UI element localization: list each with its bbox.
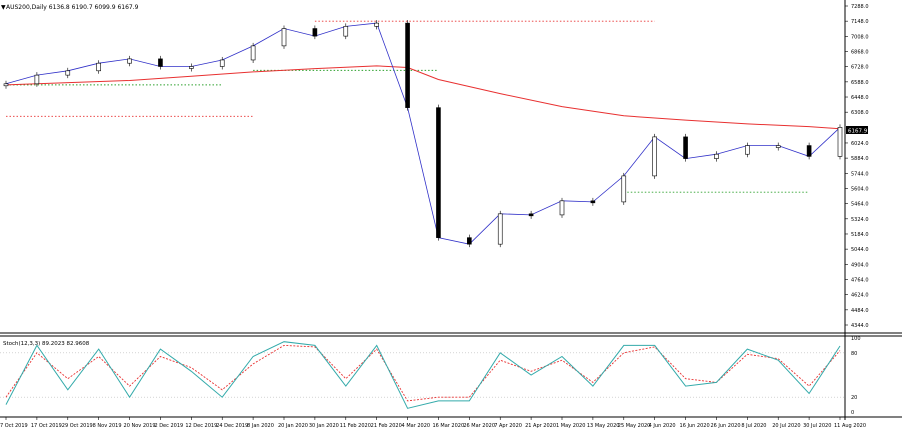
candles <box>3 20 843 248</box>
candle-body <box>374 22 379 27</box>
time-tick-label: 17 Oct 2019 <box>31 423 62 429</box>
candle-body <box>219 59 225 67</box>
candle-body <box>189 66 194 69</box>
time-tick-label: 30 Jan 2020 <box>309 423 339 429</box>
time-tick-label: 7 Oct 2019 <box>0 423 28 429</box>
candle-body <box>652 136 657 177</box>
price-tick-label: 5044.0 <box>851 247 869 253</box>
time-tick-label: 4 Mar 2020 <box>402 423 431 429</box>
price-tick-label: 4904.0 <box>851 262 869 268</box>
price-tick-label: 4484.0 <box>851 308 869 314</box>
price-tick-label: 6588.0 <box>851 80 869 86</box>
price-tick-label: 6728.0 <box>851 65 869 71</box>
time-tick-label: 20 Nov 2019 <box>124 423 156 429</box>
candle-body <box>467 237 472 245</box>
stoch-tick-label: 80 <box>851 351 857 357</box>
candle-body <box>806 145 812 157</box>
time-tick-label: 2 Dec 2019 <box>154 423 183 429</box>
price-tick-label: 6024.0 <box>851 141 869 147</box>
main-chart-title: AUS200,Daily 6136.8 6190.7 6099.9 6167.9 <box>6 4 139 11</box>
time-tick-label: 26 Mar 2020 <box>463 423 495 429</box>
stochastic-pane: 100 80 20 0 <box>0 336 861 416</box>
stoch-main-line <box>5 341 841 409</box>
price-tick-label: 7288.0 <box>851 4 869 10</box>
price-tick-label: 7148.0 <box>851 19 869 25</box>
time-tick-label: 8 Jan 2020 <box>247 423 274 429</box>
candle-body <box>590 200 596 204</box>
time-tick-label: 29 Oct 2019 <box>62 423 93 429</box>
candle-body <box>281 28 287 47</box>
candle-body <box>497 213 503 245</box>
moving-averages <box>5 22 841 245</box>
candle-body <box>837 127 843 157</box>
candle-body <box>158 58 163 67</box>
candle-body <box>250 45 256 61</box>
price-tick-label: 5604.0 <box>851 186 869 192</box>
candle-body <box>621 175 627 203</box>
slow-moving-average-line <box>5 65 841 130</box>
candle-body <box>127 58 132 64</box>
candle-body <box>745 145 750 155</box>
time-tick-label: 11 Aug 2020 <box>834 423 866 429</box>
candle-body <box>405 22 410 108</box>
price-tick-label: 7008.0 <box>851 34 869 40</box>
price-axis: 7288.0 7148.0 7008.0 6868.0 6728.0 6588.0 6448… <box>845 4 869 329</box>
price-tick-label: 5884.0 <box>851 156 869 162</box>
time-tick-label: 21 Apr 2020 <box>525 423 556 429</box>
current-price-tag <box>846 126 868 134</box>
time-tick-label: 24 Dec 2019 <box>216 423 248 429</box>
candle-body <box>683 136 688 159</box>
price-tick-label: 5464.0 <box>851 202 869 208</box>
time-tick-label: 16 Jun 2020 <box>680 423 710 429</box>
price-tick-label: 4624.0 <box>851 293 869 299</box>
time-axis: 7 Oct 2019 17 Oct 2019 29 Oct 2019 8 Nov 20… <box>0 417 866 429</box>
stoch-tick-label: 0 <box>851 410 854 416</box>
price-tick-label: 4344.0 <box>851 323 869 329</box>
stoch-title: Stoch(12,3,3) 89.2023 82.9608 <box>3 341 90 347</box>
price-tick-label: 6308.0 <box>851 110 869 116</box>
candle-body <box>3 83 9 87</box>
time-tick-label: 12 Dec 2019 <box>185 423 217 429</box>
candle-body <box>343 26 349 37</box>
price-tick-label: 5184.0 <box>851 232 869 238</box>
price-tick-label: 6448.0 <box>851 95 869 101</box>
candle-body <box>559 200 565 216</box>
time-tick-label: 11 Feb 2020 <box>340 423 371 429</box>
price-tick-label: 5324.0 <box>851 217 869 223</box>
stoch-tick-label: 100 <box>851 336 861 342</box>
fast-moving-average-line <box>5 22 841 245</box>
price-tick-label: 5744.0 <box>851 171 869 177</box>
time-tick-label: 26 Jun 2020 <box>710 423 740 429</box>
candle-body <box>714 153 719 159</box>
time-tick-label: 21 Feb 2020 <box>371 423 402 429</box>
candle-body <box>96 62 101 72</box>
collapse-arrow-icon[interactable]: ▼ <box>1 4 6 11</box>
time-tick-label: 8 Jul 2020 <box>741 423 766 429</box>
stoch-tick-label: 20 <box>851 395 857 401</box>
candle-body <box>34 74 40 85</box>
time-tick-label: 25 May 2020 <box>618 423 651 429</box>
candle-body <box>775 145 781 148</box>
stoch-signal-line <box>5 344 841 402</box>
candle-body <box>528 213 534 217</box>
time-tick-label: 20 Jan 2020 <box>278 423 308 429</box>
time-tick-label: 1 May 2020 <box>556 423 585 429</box>
time-tick-label: 7 Apr 2020 <box>494 423 522 429</box>
time-tick-label: 20 Jul 2020 <box>772 423 800 429</box>
current-price-label: 6167.9 <box>848 129 868 135</box>
time-tick-label: 30 Jul 2020 <box>803 423 831 429</box>
candle-body <box>436 107 441 238</box>
time-tick-label: 16 Mar 2020 <box>432 423 464 429</box>
price-tick-label: 6868.0 <box>851 50 869 56</box>
price-tick-label: 4764.0 <box>851 277 869 283</box>
time-tick-label: 8 Nov 2019 <box>93 423 122 429</box>
time-tick-label: 4 Jun 2020 <box>649 423 676 429</box>
time-tick-label: 13 May 2020 <box>587 423 620 429</box>
candle-body <box>65 70 71 76</box>
candle-body <box>312 28 318 37</box>
